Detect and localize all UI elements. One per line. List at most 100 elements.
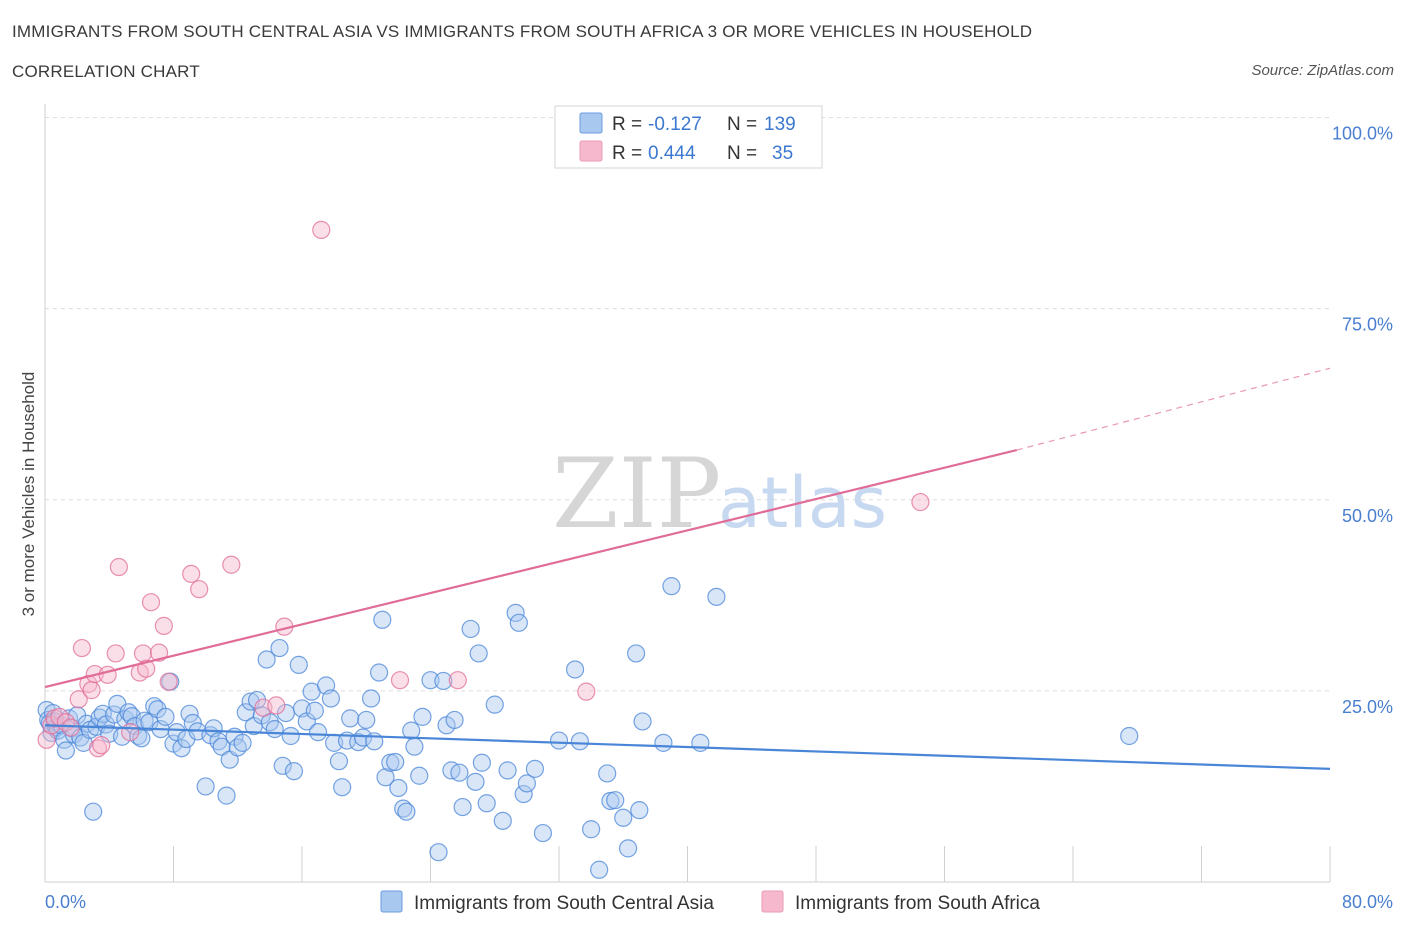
- point-south-central-asia-19: [84, 802, 103, 821]
- point-south-africa-22: [154, 616, 173, 635]
- point-south-central-asia-87: [361, 689, 381, 708]
- point-south-central-asia-110: [466, 772, 485, 791]
- legend-n-label-blue: N =: [727, 114, 757, 135]
- point-south-central-asia-108: [453, 797, 472, 817]
- point-south-central-asia-39: [156, 707, 175, 726]
- point-south-central-asia-117: [506, 603, 525, 622]
- point-south-central-asia-85: [353, 728, 373, 747]
- point-south-central-asia-71: [289, 655, 308, 674]
- point-south-africa-13: [98, 665, 117, 684]
- series-legend-label-pink: Immigrants from South Africa: [795, 893, 1040, 914]
- series-legend: Immigrants from South Central Asia Immig…: [380, 890, 1040, 914]
- point-south-central-asia-133: [626, 644, 646, 663]
- point-south-central-asia-69: [281, 726, 300, 746]
- point-south-central-asia-92: [381, 753, 400, 772]
- point-south-central-asia-67: [273, 756, 292, 775]
- point-south-africa-15: [109, 557, 128, 577]
- point-south-central-asia-113: [477, 794, 496, 813]
- watermark: ZIP atlas: [552, 438, 887, 550]
- point-south-central-asia-89: [370, 663, 389, 682]
- point-south-central-asia-138: [691, 733, 710, 752]
- point-south-central-asia-131: [614, 808, 633, 827]
- point-south-africa-11: [88, 739, 108, 758]
- point-south-central-asia-102: [429, 843, 448, 862]
- point-south-africa-5: [61, 718, 80, 737]
- point-south-africa-31: [390, 671, 410, 690]
- y-tick-labels: 25.0% 50.0% 75.0% 100.0%: [1332, 124, 1393, 717]
- chart-subtitle: CORRELATION CHART: [12, 62, 200, 81]
- points-south-central-asia: [37, 577, 1139, 879]
- point-south-central-asia-81: [333, 778, 352, 797]
- point-south-central-asia-98: [405, 737, 424, 756]
- points-south-africa: [37, 220, 930, 758]
- legend-n-label-pink: N =: [727, 143, 757, 164]
- source-label: Source: ZipAtlas.com: [1251, 62, 1394, 79]
- trend-lines: [44, 367, 1331, 770]
- point-south-central-asia-10: [56, 741, 75, 760]
- point-south-central-asia-109: [461, 619, 480, 639]
- point-south-central-asia-139: [707, 587, 726, 606]
- point-south-central-asia-48: [196, 777, 215, 796]
- point-south-central-asia-90: [373, 610, 392, 629]
- point-south-central-asia-95: [394, 799, 413, 818]
- legend-r-value-blue: -0.127: [648, 114, 702, 135]
- point-south-central-asia-125: [570, 732, 589, 751]
- point-south-africa-23: [159, 672, 178, 691]
- point-south-central-asia-52: [212, 737, 231, 756]
- series-legend-swatch-pink: [761, 890, 784, 913]
- point-south-central-asia-136: [654, 733, 673, 752]
- trend-line-south-africa-extension: [1016, 367, 1331, 451]
- point-south-central-asia-122: [533, 823, 553, 843]
- gridlines: [45, 117, 1330, 692]
- point-south-central-asia-83: [341, 709, 360, 728]
- legend-r-label-blue: R =: [612, 114, 642, 135]
- point-south-central-asia-106: [445, 710, 464, 730]
- point-south-central-asia-120: [517, 774, 536, 793]
- chart-title: IMMIGRANTS FROM SOUTH CENTRAL ASIA VS IM…: [12, 22, 1033, 41]
- point-south-central-asia-107: [450, 763, 469, 782]
- stats-legend: R = -0.127 N = 139 R = 0.444 N = 35: [554, 105, 823, 169]
- series-legend-swatch-blue: [380, 890, 403, 913]
- point-south-central-asia-140: [1120, 726, 1139, 746]
- point-south-central-asia-129: [601, 791, 620, 811]
- point-south-central-asia-115: [493, 811, 512, 830]
- point-south-central-asia-119: [514, 784, 533, 804]
- point-south-central-asia-128: [598, 764, 617, 783]
- point-south-central-asia-103: [434, 671, 453, 691]
- point-south-central-asia-99: [410, 766, 429, 785]
- x-tick-label-0: 0.0%: [45, 892, 86, 912]
- point-south-africa-33: [577, 682, 596, 701]
- x-tick-label-1: 80.0%: [1342, 892, 1393, 912]
- point-south-central-asia-123: [549, 731, 569, 750]
- point-south-africa-25: [190, 580, 209, 599]
- y-axis-label: 3 or more Vehicles in Household: [19, 372, 38, 617]
- point-south-central-asia-63: [257, 650, 276, 669]
- point-south-central-asia-46: [183, 713, 202, 733]
- point-south-central-asia-137: [662, 577, 681, 596]
- point-south-central-asia-96: [397, 802, 416, 821]
- point-south-central-asia-134: [630, 801, 649, 820]
- point-south-africa-9: [82, 681, 101, 700]
- trend-line-south-central-asia: [44, 724, 1331, 770]
- point-south-africa-14: [106, 644, 125, 663]
- point-south-africa-18: [133, 644, 153, 663]
- point-south-central-asia-78: [321, 689, 341, 708]
- point-south-central-asia-135: [633, 712, 652, 731]
- point-south-central-asia-43: [172, 739, 191, 758]
- point-south-central-asia-76: [308, 723, 328, 742]
- point-south-central-asia-112: [472, 753, 491, 772]
- point-south-central-asia-93: [386, 752, 405, 772]
- y-tick-label-0: 25.0%: [1342, 697, 1393, 717]
- point-south-central-asia-33: [132, 729, 151, 748]
- point-south-central-asia-80: [329, 752, 349, 771]
- x-tick-labels: 0.0% 80.0%: [45, 892, 1393, 912]
- point-south-central-asia-91: [376, 768, 395, 787]
- point-south-central-asia-57: [233, 733, 252, 752]
- point-south-central-asia-94: [389, 778, 408, 798]
- point-south-africa-20: [141, 593, 161, 612]
- point-south-central-asia-86: [357, 710, 376, 730]
- point-south-central-asia-36: [145, 697, 164, 716]
- point-south-africa-0: [37, 730, 56, 749]
- point-south-central-asia-130: [606, 791, 625, 810]
- point-south-central-asia-132: [618, 839, 638, 858]
